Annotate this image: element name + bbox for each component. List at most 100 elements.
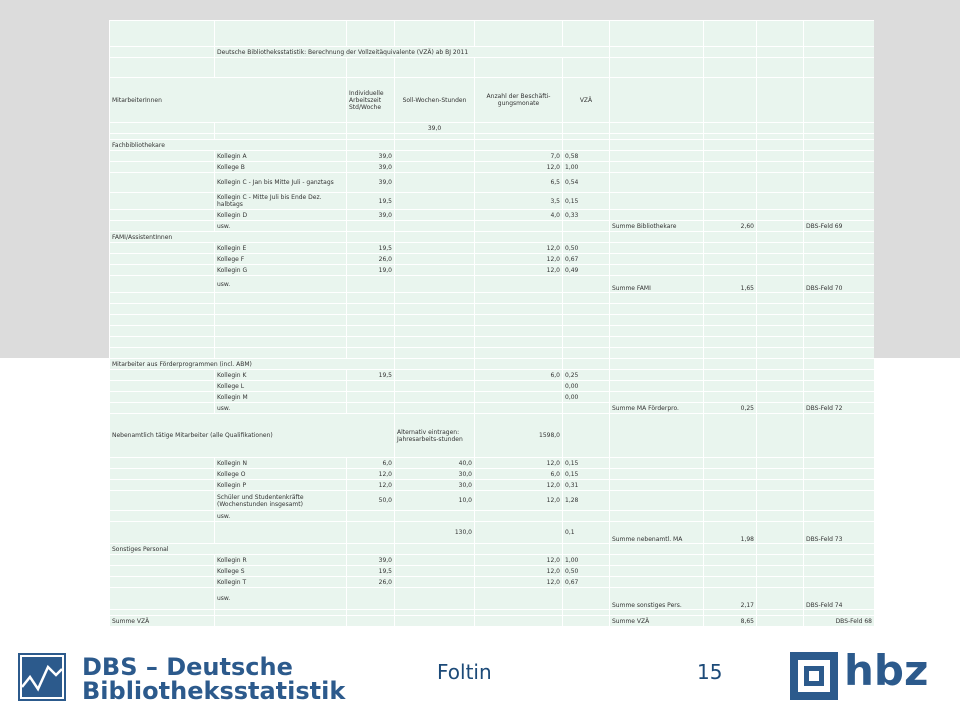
dbs-field: DBS-Feld 74 (803, 587, 874, 610)
header-row: MitarbeiterInnen Individuelle Arbeitszei… (109, 77, 874, 123)
hours-cell: 19,5 (346, 369, 395, 381)
table-row: usw. (109, 510, 874, 522)
table-row: Kollegin P 12,0 30,0 12,0 0,31 (109, 479, 874, 491)
dbs-logo-line2: Bibliotheksstatistik (82, 677, 346, 705)
dbs-logo-line1: DBS – Deutsche (82, 653, 293, 681)
sum-label: Summe FAMI (609, 275, 704, 293)
staff-name: Schüler und Studentenkräfte (Wochenstund… (214, 490, 347, 511)
sum-row: usw. Summe MA Förderpro. 0,25 DBS-Feld 7… (109, 402, 874, 414)
hours-cell: 6,0 (346, 457, 395, 469)
usw-label: usw. (214, 402, 347, 414)
header-individual-hours: Individuelle Arbeitszeit Std/Woche (346, 77, 395, 123)
table-row: Kollegin C - Jan bis Mitte Juli - ganzta… (109, 172, 874, 193)
hours-cell (346, 391, 395, 403)
staff-name: Kollegin M (214, 391, 347, 403)
table-row: Kollegin A 39,0 7,0 0,58 (109, 150, 874, 162)
vza-cell: 0,49 (562, 264, 610, 276)
table-row (109, 20, 874, 47)
hours-cell: 39,0 (346, 150, 395, 162)
vza-table: Deutsche Bibliotheksstatistik: Berechnun… (109, 20, 874, 627)
sum-label: Summe sonstiges Pers. (609, 587, 704, 610)
staff-name: Kollegin D (214, 209, 347, 221)
dbs-field: DBS-Feld 68 (803, 615, 874, 627)
table-row: Kollegin G 19,0 12,0 0,49 (109, 264, 874, 276)
table-row: Kollege O 12,0 30,0 6,0 0,15 (109, 468, 874, 480)
table-row: Kollegin T 26,0 12,0 0,67 (109, 576, 874, 588)
sum-row: 130,0 0,1 Summe nebenamtl. MA 1,98 DBS-F… (109, 521, 874, 544)
months-cell: 12,0 (474, 565, 563, 577)
alt-hours-cell: 30,0 (394, 468, 475, 480)
months-cell: 12,0 (474, 161, 563, 173)
header-target-hours: Soll-Wochen-Stunden (394, 77, 475, 123)
months-cell: 12,0 (474, 479, 563, 491)
vza-cell: 0,50 (562, 242, 610, 254)
section-label: Nebenamtlich tätige Mitarbeiter (alle Qu… (109, 413, 395, 458)
hours-cell (346, 380, 395, 392)
vza-cell: 0,15 (562, 192, 610, 210)
table-row: Kollege S 19,5 12,0 0,50 (109, 565, 874, 577)
sum-row: usw. Summe FAMI 1,65 DBS-Feld 70 (109, 275, 874, 293)
vza-cell: 0,15 (562, 468, 610, 480)
dbs-logo: DBS – Deutsche Bibliotheksstatistik (18, 653, 345, 705)
header-vza: VZÄ (562, 77, 610, 123)
vza-cell: 0,31 (562, 479, 610, 491)
table-row (109, 336, 874, 348)
sum-value: 8,65 (703, 615, 757, 627)
hours-cell: 39,0 (346, 209, 395, 221)
section-header-row: Fachbibliothekare (109, 139, 874, 151)
table-row (109, 57, 874, 78)
hours-cell: 12,0 (346, 479, 395, 491)
months-cell: 6,0 (474, 369, 563, 381)
months-cell: 6,5 (474, 172, 563, 193)
hbz-logo-text: hbz (844, 646, 929, 695)
months-cell: 12,0 (474, 264, 563, 276)
staff-name: Kollege L (214, 380, 347, 392)
table-row: Kollege B 39,0 12,0 1,00 (109, 161, 874, 173)
months-cell: 6,0 (474, 468, 563, 480)
months-cell: 12,0 (474, 554, 563, 566)
sum-label: Summe MA Förderpro. (609, 402, 704, 414)
alt-hours-cell: 30,0 (394, 479, 475, 491)
table-row (109, 347, 874, 359)
total-row: Summe VZÄ Summe VZÄ 8,65 DBS-Feld 68 (109, 615, 874, 627)
hours-cell: 19,5 (346, 565, 395, 577)
section-header-row: Nebenamtlich tätige Mitarbeiter (alle Qu… (109, 413, 874, 458)
staff-name: Kollegin N (214, 457, 347, 469)
vza-cell: 1,28 (562, 490, 610, 511)
staff-name: Kollegin G (214, 264, 347, 276)
hours-cell: 12,0 (346, 468, 395, 480)
vza-cell: 0,33 (562, 209, 610, 221)
months-cell: 7,0 (474, 150, 563, 162)
dbs-field: DBS-Feld 69 (803, 220, 874, 232)
section-header-row: FAMI/AssistentInnen (109, 231, 874, 243)
sum-value: 1,98 (703, 521, 757, 544)
months-cell: 3,5 (474, 192, 563, 210)
sum-value: 2,60 (703, 220, 757, 232)
months-cell: 12,0 (474, 490, 563, 511)
page-number: 15 (697, 660, 723, 684)
sum-label: Summe VZÄ (609, 615, 704, 627)
sum-label: Summe Bibliothekare (609, 220, 704, 232)
months-cell: 12,0 (474, 457, 563, 469)
table-row: Deutsche Bibliotheksstatistik: Berechnun… (109, 46, 874, 58)
staff-name: Kollegin A (214, 150, 347, 162)
hours-cell: 39,0 (346, 554, 395, 566)
vza-cell: 0,25 (562, 369, 610, 381)
usw-label: usw. (214, 587, 347, 610)
alt-total: 130,0 (394, 521, 475, 544)
table-row: Kollegin M 0,00 (109, 391, 874, 403)
section-header-row: Mitarbeiter aus Förderprogrammen (incl. … (109, 358, 874, 370)
sum-value: 1,65 (703, 275, 757, 293)
dbs-logo-icon (18, 653, 66, 701)
footer-author: Foltin (437, 660, 492, 684)
total-label: Summe VZÄ (109, 615, 215, 627)
table-row: Kollegin D 39,0 4,0 0,33 (109, 209, 874, 221)
table-row: Kollegin E 19,5 12,0 0,50 (109, 242, 874, 254)
staff-name: Kollege F (214, 253, 347, 265)
staff-name: Kollege O (214, 468, 347, 480)
sum-row: usw. Summe sonstiges Pers. 2,17 DBS-Feld… (109, 587, 874, 610)
table-row: Kollegin N 6,0 40,0 12,0 0,15 (109, 457, 874, 469)
alt-value: 1598,0 (474, 413, 563, 458)
section-label: Fachbibliothekare (109, 139, 347, 151)
table-row: Kollegin R 39,0 12,0 1,00 (109, 554, 874, 566)
